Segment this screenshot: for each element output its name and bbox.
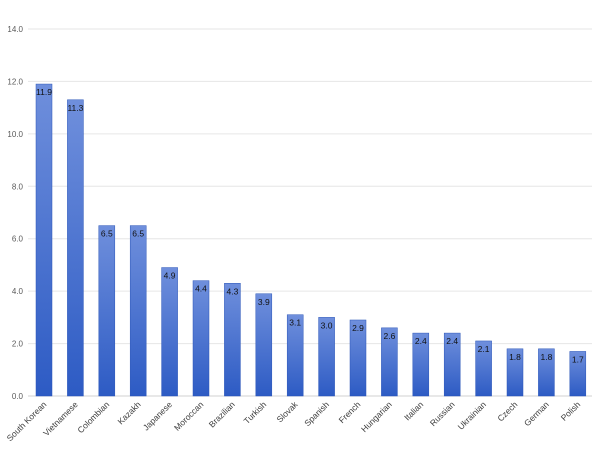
gridlines bbox=[28, 28, 592, 397]
bar bbox=[506, 348, 524, 397]
data-label: 1.8 bbox=[540, 352, 552, 362]
x-tick-label: Slovak bbox=[275, 399, 301, 425]
bar bbox=[129, 225, 147, 397]
x-tick-label: South Korean bbox=[5, 399, 49, 443]
y-axis-ticks: 0.0 2.0 4.0 6.0 8.0 10.0 12.0 14.0 bbox=[7, 25, 23, 401]
bar bbox=[475, 340, 492, 397]
y-tick-label: 0.0 bbox=[12, 392, 24, 401]
x-tick-label: German bbox=[522, 399, 551, 428]
x-tick-label: Turkish bbox=[242, 399, 269, 426]
x-tick-label: Colombian bbox=[75, 399, 111, 435]
bar bbox=[35, 83, 53, 397]
data-label: 3.1 bbox=[289, 318, 301, 328]
x-tick-label: Hungarian bbox=[359, 399, 394, 434]
y-tick-label: 14.0 bbox=[7, 25, 23, 34]
bar bbox=[67, 99, 84, 397]
data-label: 6.5 bbox=[132, 229, 144, 239]
x-tick-label: Ukrainian bbox=[456, 399, 489, 432]
bar bbox=[98, 225, 116, 397]
x-tick-label: Czech bbox=[495, 399, 519, 423]
x-tick-label: French bbox=[337, 399, 363, 425]
x-tick-label: Japanese bbox=[141, 399, 174, 432]
bars bbox=[35, 83, 587, 397]
y-tick-label: 4.0 bbox=[12, 287, 24, 296]
bar bbox=[538, 348, 555, 397]
x-tick-label: Polish bbox=[559, 399, 583, 423]
bar bbox=[318, 317, 335, 397]
data-label: 4.4 bbox=[195, 284, 207, 294]
data-label: 2.6 bbox=[383, 331, 395, 341]
x-tick-label: Russian bbox=[428, 399, 457, 428]
bar bbox=[412, 332, 430, 397]
data-labels: 11.9 11.3 6.5 6.5 4.9 4.4 4.3 3.9 3.1 3.0 2.9 2.6 2.… bbox=[36, 87, 584, 364]
y-tick-label: 6.0 bbox=[12, 235, 24, 244]
data-label: 11.3 bbox=[67, 103, 83, 113]
y-tick-label: 8.0 bbox=[12, 182, 24, 191]
bar bbox=[192, 280, 210, 397]
x-tick-label: Moroccan bbox=[172, 399, 206, 433]
bar bbox=[224, 283, 241, 397]
bar bbox=[349, 319, 367, 397]
x-tick-label: Italian bbox=[402, 399, 425, 422]
data-label: 2.4 bbox=[446, 336, 458, 346]
x-tick-label: Spanish bbox=[302, 399, 331, 428]
data-label: 4.3 bbox=[226, 286, 238, 296]
data-label: 2.1 bbox=[478, 344, 490, 354]
data-label: 6.5 bbox=[101, 229, 113, 239]
bar bbox=[443, 332, 461, 397]
data-label: 4.9 bbox=[164, 271, 176, 281]
x-tick-label: Kazakh bbox=[115, 399, 142, 426]
y-tick-label: 12.0 bbox=[7, 77, 23, 86]
data-label: 1.8 bbox=[509, 352, 521, 362]
y-tick-label: 10.0 bbox=[7, 130, 23, 139]
bar bbox=[255, 293, 273, 397]
x-tick-label: Brazilian bbox=[207, 399, 237, 429]
data-label: 2.4 bbox=[415, 336, 427, 346]
data-label: 3.9 bbox=[258, 297, 270, 307]
data-label: 11.9 bbox=[36, 87, 52, 97]
bar bbox=[161, 267, 178, 397]
data-label: 2.9 bbox=[352, 323, 364, 333]
bar bbox=[381, 327, 398, 397]
bar bbox=[569, 351, 587, 397]
data-label: 1.7 bbox=[572, 354, 584, 364]
data-label: 3.0 bbox=[321, 320, 333, 330]
y-tick-label: 2.0 bbox=[12, 340, 24, 349]
bar bbox=[286, 314, 304, 397]
